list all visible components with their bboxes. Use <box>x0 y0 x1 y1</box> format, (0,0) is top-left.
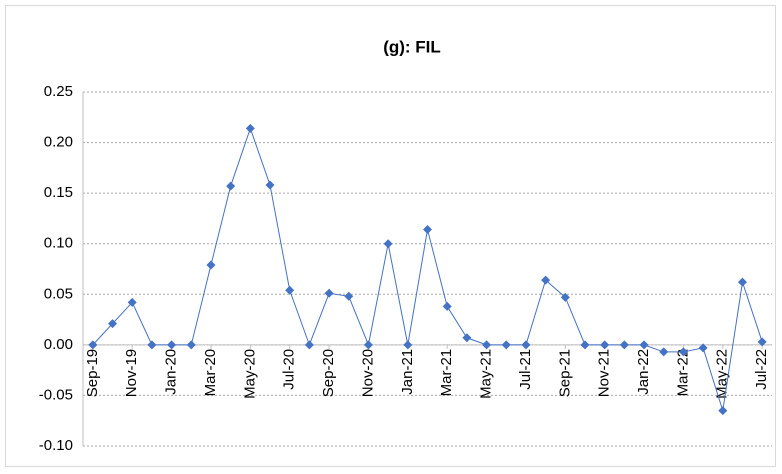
y-tick-label: 0.10 <box>44 235 73 252</box>
point <box>678 347 688 357</box>
point <box>147 340 157 350</box>
point <box>285 285 295 295</box>
x-tick-label: Nov-20 <box>359 349 376 397</box>
x-tick-label: Jul-21 <box>517 349 534 390</box>
x-tick-label: Jul-20 <box>281 349 298 390</box>
point <box>659 347 669 357</box>
point <box>206 260 216 270</box>
point <box>541 275 551 285</box>
point <box>403 340 413 350</box>
x-tick-label: May-20 <box>241 349 258 399</box>
chart-title: (g): FIL <box>383 37 441 56</box>
x-tick-label: Mar-21 <box>438 349 455 397</box>
point <box>108 319 118 329</box>
x-tick-label: Sep-19 <box>84 349 101 397</box>
y-tick-label: 0.25 <box>44 83 73 100</box>
x-tick-label: Sep-21 <box>556 349 573 397</box>
x-tick-label: Jan-22 <box>635 349 652 395</box>
point <box>619 340 629 350</box>
y-tick-label: 0.00 <box>44 336 73 353</box>
point <box>423 225 432 235</box>
point <box>737 277 747 287</box>
x-tick-label: Mar-20 <box>202 349 219 397</box>
point <box>363 340 373 350</box>
point <box>462 333 472 343</box>
x-tick-label: Mar-22 <box>674 349 691 397</box>
point <box>580 340 590 350</box>
point <box>324 288 334 298</box>
point <box>304 340 314 350</box>
point <box>344 291 354 301</box>
y-tick-label: -0.05 <box>39 386 73 403</box>
point <box>757 337 767 347</box>
point <box>383 239 393 249</box>
point <box>127 297 137 307</box>
point <box>245 123 255 133</box>
point <box>167 340 177 350</box>
y-tick-label: 0.05 <box>44 285 73 302</box>
y-tick-label: 0.15 <box>44 184 73 201</box>
point <box>718 406 728 416</box>
point <box>639 340 649 350</box>
chart-border <box>5 5 776 467</box>
x-tick-label: Sep-20 <box>320 349 337 397</box>
x-tick-label: May-21 <box>478 349 495 399</box>
y-tick-label: -0.10 <box>39 437 73 454</box>
point <box>560 292 570 302</box>
point <box>88 340 98 350</box>
point <box>226 181 236 191</box>
x-tick-label: Nov-21 <box>596 349 613 397</box>
point <box>482 340 492 350</box>
x-tick-label: Nov-19 <box>123 349 140 397</box>
point <box>265 180 275 190</box>
point <box>501 340 511 350</box>
point <box>521 340 531 350</box>
point <box>600 340 610 350</box>
point <box>698 343 708 353</box>
y-tick-label: 0.20 <box>44 134 73 151</box>
x-tick-label: Jan-21 <box>399 349 416 395</box>
x-tick-label: Jul-22 <box>753 349 770 390</box>
point <box>442 301 452 311</box>
point <box>186 340 196 350</box>
x-tick-label: Jan-20 <box>163 349 180 395</box>
